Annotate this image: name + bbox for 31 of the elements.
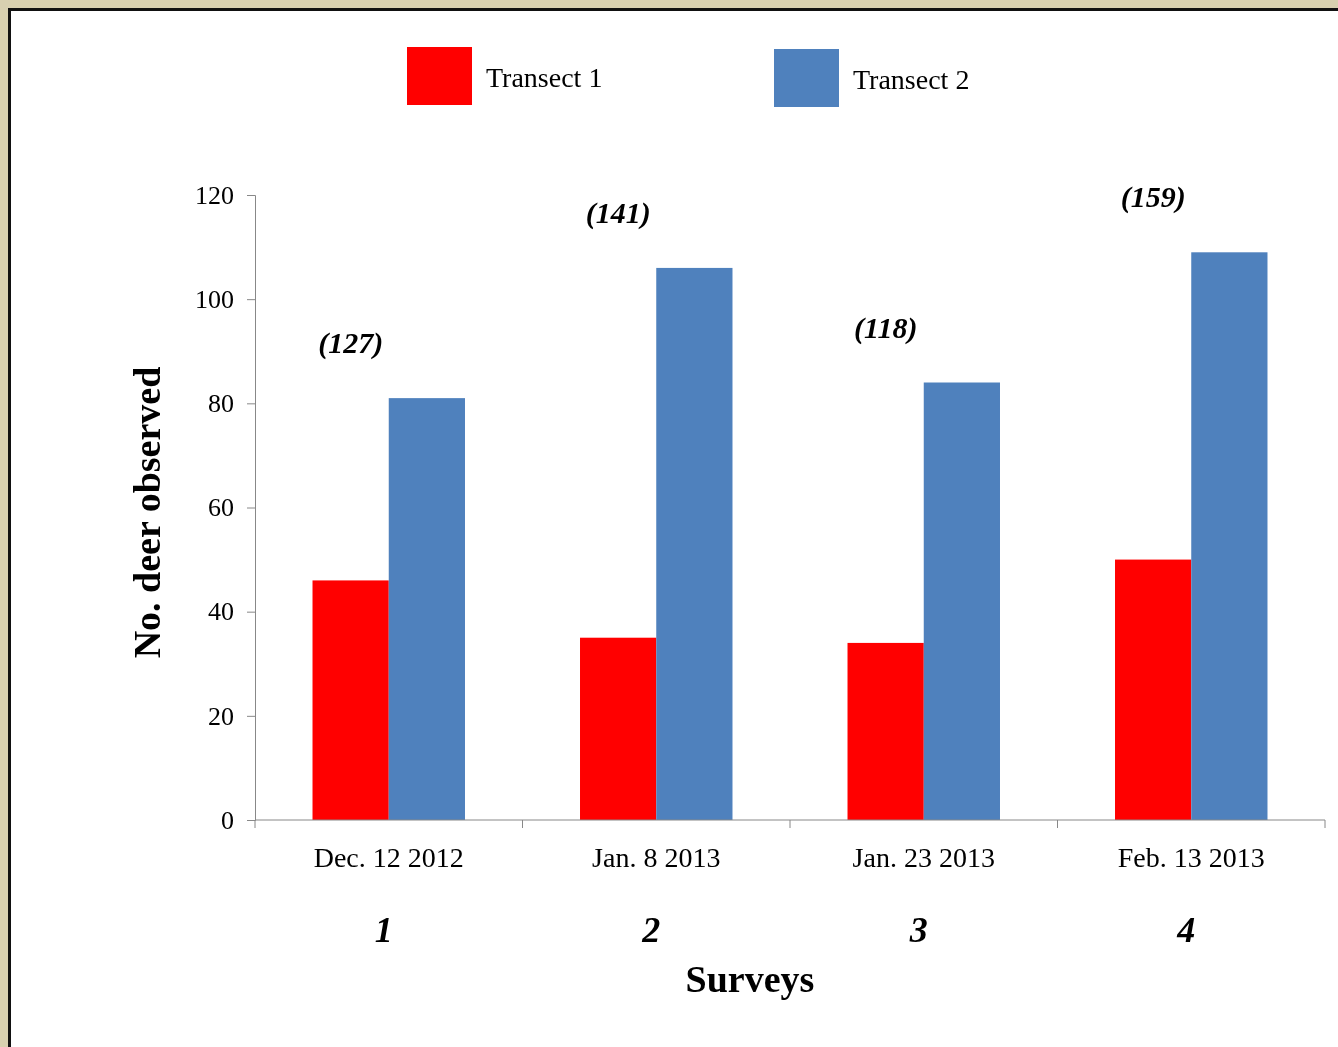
text: 2 [641, 910, 661, 950]
y-tick-label: 80 [208, 389, 234, 419]
annotation: (118) [854, 310, 918, 345]
text: 4 [1176, 910, 1196, 950]
bar [1115, 559, 1192, 820]
y-tick-label: 40 [208, 597, 234, 627]
bar [847, 642, 924, 820]
x-axis-title: Surveys [685, 958, 815, 1000]
y-tick-label: 0 [221, 805, 234, 835]
y-tick-label: 60 [208, 493, 234, 523]
bar [923, 382, 1000, 820]
text: 3 [908, 910, 928, 950]
x-tick-label: Feb. 13 2013 [1117, 842, 1265, 873]
y-tick-label: 20 [208, 701, 234, 731]
x-tick-label: Jan. 8 2013 [592, 842, 721, 873]
bar [656, 267, 733, 820]
annotation: (127) [318, 326, 384, 361]
x-tick-label: Dec. 12 2012 [313, 842, 464, 873]
legend-label: Transect 2 [853, 64, 970, 95]
bar [1191, 252, 1268, 820]
annotation: (141) [585, 195, 651, 230]
y-axis-title: No. deer observed [126, 366, 168, 659]
x-tick-label: Jan. 23 2013 [852, 842, 995, 873]
bar [312, 580, 389, 820]
bar [580, 637, 657, 820]
legend-label: Transect 1 [486, 62, 603, 93]
annotation: (159) [1120, 180, 1186, 215]
text: 1 [374, 910, 393, 950]
y-tick-label: 100 [195, 284, 234, 314]
y-tick-label: 120 [195, 180, 234, 210]
bar [388, 398, 465, 820]
